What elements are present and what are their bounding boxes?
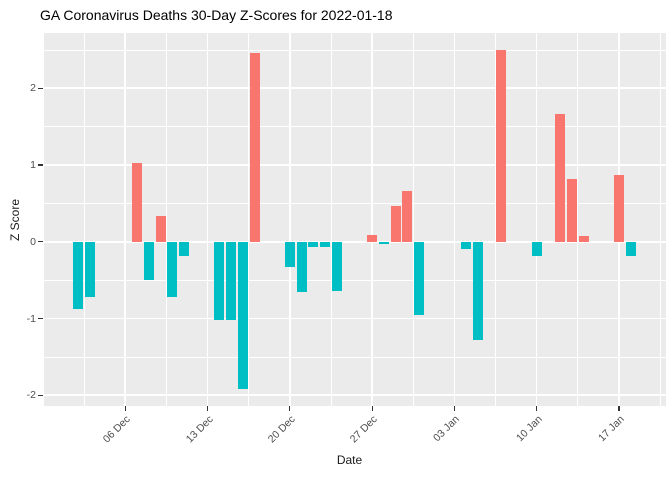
bar-2021-12-15	[226, 241, 237, 321]
bar-2021-12-22	[308, 241, 319, 248]
y-tick-label: -1	[26, 312, 36, 325]
chart-title: GA Coronavirus Deaths 30-Day Z-Scores fo…	[40, 7, 393, 23]
x-tick-mark	[371, 406, 373, 411]
y-tick-label: 0	[30, 235, 36, 248]
bar-2022-01-18	[625, 241, 636, 256]
x-gridline-minor	[659, 33, 661, 406]
bar-2021-12-16	[237, 241, 248, 390]
bar-2021-12-07	[132, 162, 143, 242]
bar-2022-01-17	[613, 174, 624, 242]
bar-2021-12-29	[390, 206, 401, 242]
y-gridline-major	[43, 317, 666, 320]
y-gridline-major	[43, 394, 666, 397]
y-tick-mark	[38, 394, 43, 396]
x-tick-mark	[289, 406, 291, 411]
bar-2021-12-11	[179, 241, 190, 257]
bar-2021-12-09	[155, 215, 166, 242]
x-gridline-minor	[83, 33, 85, 406]
bar-2021-12-02	[73, 241, 84, 310]
x-gridline-minor	[248, 33, 250, 406]
plot-panel	[43, 33, 666, 406]
y-axis-title: Z Score	[8, 198, 22, 241]
bar-2021-12-27	[367, 234, 378, 242]
bar-2021-12-21	[296, 241, 307, 292]
x-tick-label: 06 Dec	[101, 413, 134, 446]
y-tick-mark	[38, 164, 43, 166]
bar-2021-12-31	[414, 241, 425, 315]
y-tick-mark	[38, 241, 43, 243]
bar-2021-12-10	[167, 241, 178, 297]
bar-2022-01-12	[555, 113, 566, 242]
y-tick-label: 2	[30, 82, 36, 95]
bar-2022-01-13	[566, 178, 577, 242]
bar-2021-12-14	[214, 241, 225, 321]
y-gridline-minor	[43, 49, 666, 51]
bar-2022-01-04	[461, 241, 472, 249]
y-tick-label: -2	[26, 389, 36, 402]
bar-2021-12-03	[85, 241, 95, 297]
bar-2022-01-10	[531, 241, 542, 256]
x-axis-title: Date	[336, 453, 363, 467]
x-gridline-minor	[412, 33, 414, 406]
y-gridline-minor	[43, 203, 666, 204]
bar-2021-12-17	[249, 52, 260, 242]
bar-2021-12-23	[320, 241, 331, 248]
bar-2021-12-30	[402, 191, 413, 242]
bar-2021-12-24	[331, 241, 342, 291]
y-tick-mark	[38, 87, 43, 89]
x-tick-label: 27 Dec	[347, 413, 380, 446]
y-gridline-major	[43, 240, 666, 243]
bar-2022-01-14	[578, 235, 589, 242]
x-gridline-major	[535, 33, 538, 406]
x-tick-label: 17 Jan	[595, 413, 627, 445]
x-tick-label: 03 Jan	[431, 413, 463, 445]
bar-2022-01-07	[496, 49, 507, 242]
x-tick-label: 13 Dec	[183, 413, 216, 446]
x-tick-label: 10 Jan	[513, 413, 545, 445]
x-tick-mark	[206, 406, 209, 411]
y-gridline-minor	[43, 356, 666, 358]
x-gridline-minor	[495, 33, 497, 406]
x-gridline-major	[453, 33, 456, 406]
x-tick-label: 20 Dec	[265, 413, 298, 446]
y-gridline-major	[43, 87, 666, 90]
x-gridline-minor	[330, 33, 332, 406]
x-tick-mark	[453, 406, 455, 411]
y-tick-mark	[38, 317, 43, 320]
x-gridline-major	[289, 33, 291, 406]
x-gridline-major	[124, 33, 127, 406]
bar-2021-12-28	[378, 241, 389, 245]
y-gridline-minor	[43, 279, 666, 281]
bar-2021-12-20	[284, 241, 295, 268]
x-gridline-major	[206, 33, 209, 406]
x-tick-mark	[536, 406, 538, 411]
y-tick-label: 1	[30, 159, 36, 171]
x-gridline-minor	[577, 33, 579, 406]
x-gridline-major	[43, 33, 44, 406]
x-tick-mark	[618, 406, 620, 411]
bar-2021-12-08	[143, 241, 154, 281]
bar-2022-01-05	[472, 241, 483, 340]
x-tick-mark	[124, 406, 126, 411]
y-gridline-major	[43, 164, 666, 166]
x-gridline-major	[371, 33, 373, 406]
x-gridline-minor	[166, 33, 167, 406]
y-gridline-minor	[43, 126, 666, 128]
